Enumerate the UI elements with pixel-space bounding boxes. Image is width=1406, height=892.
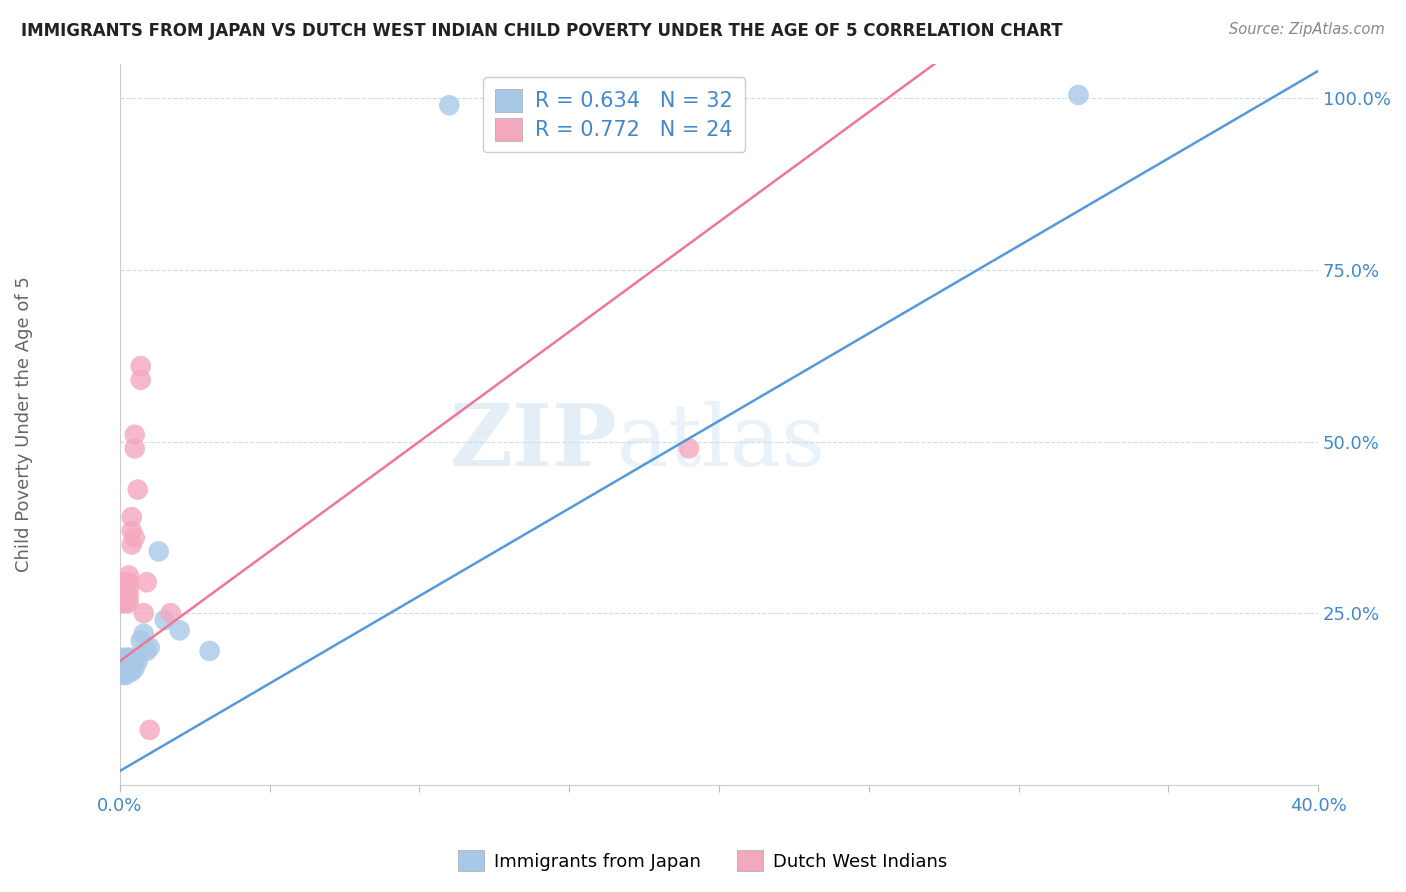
Point [121,657,143,672]
Point [129,373,152,387]
Point [439,98,461,112]
Point [124,654,146,668]
Point [132,606,155,620]
Point [198,644,221,658]
Point [1067,87,1090,102]
Point [111,589,134,603]
Point [111,657,134,672]
Point [124,427,146,442]
Point [121,510,143,524]
Point [118,654,141,668]
Legend: R = 0.634   N = 32, R = 0.772   N = 24: R = 0.634 N = 32, R = 0.772 N = 24 [484,78,745,153]
Point [111,665,134,679]
Point [138,723,160,737]
Point [138,640,160,655]
Point [159,606,181,620]
Point [124,661,146,675]
Point [114,654,136,668]
Point [127,483,149,497]
Text: ZIP: ZIP [450,401,617,484]
Point [118,575,141,590]
Point [118,568,141,582]
Point [111,596,134,610]
Point [135,644,157,658]
Point [114,665,136,679]
Point [129,359,152,373]
Point [111,661,134,675]
Point [121,650,143,665]
Point [114,661,136,675]
Point [132,626,155,640]
Point [153,613,176,627]
Point [121,665,143,679]
Point [111,650,134,665]
Point [114,596,136,610]
Text: atlas: atlas [617,401,827,484]
Point [118,661,141,675]
Point [118,650,141,665]
Point [127,654,149,668]
Point [148,544,170,558]
Point [118,665,141,679]
Point [169,624,191,638]
Point [114,668,136,682]
Point [114,575,136,590]
Point [121,524,143,538]
Point [124,531,146,545]
Point [124,442,146,456]
Point [129,633,152,648]
Text: IMMIGRANTS FROM JAPAN VS DUTCH WEST INDIAN CHILD POVERTY UNDER THE AGE OF 5 CORR: IMMIGRANTS FROM JAPAN VS DUTCH WEST INDI… [21,22,1063,40]
Point [118,657,141,672]
Point [678,442,700,456]
Point [111,668,134,682]
Point [118,582,141,596]
Point [114,650,136,665]
Point [135,575,157,590]
Point [121,537,143,551]
Y-axis label: Child Poverty Under the Age of 5: Child Poverty Under the Age of 5 [15,277,32,573]
Point [118,596,141,610]
Point [114,657,136,672]
Point [114,585,136,599]
Text: Source: ZipAtlas.com: Source: ZipAtlas.com [1229,22,1385,37]
Point [118,589,141,603]
Legend: Immigrants from Japan, Dutch West Indians: Immigrants from Japan, Dutch West Indian… [451,843,955,879]
